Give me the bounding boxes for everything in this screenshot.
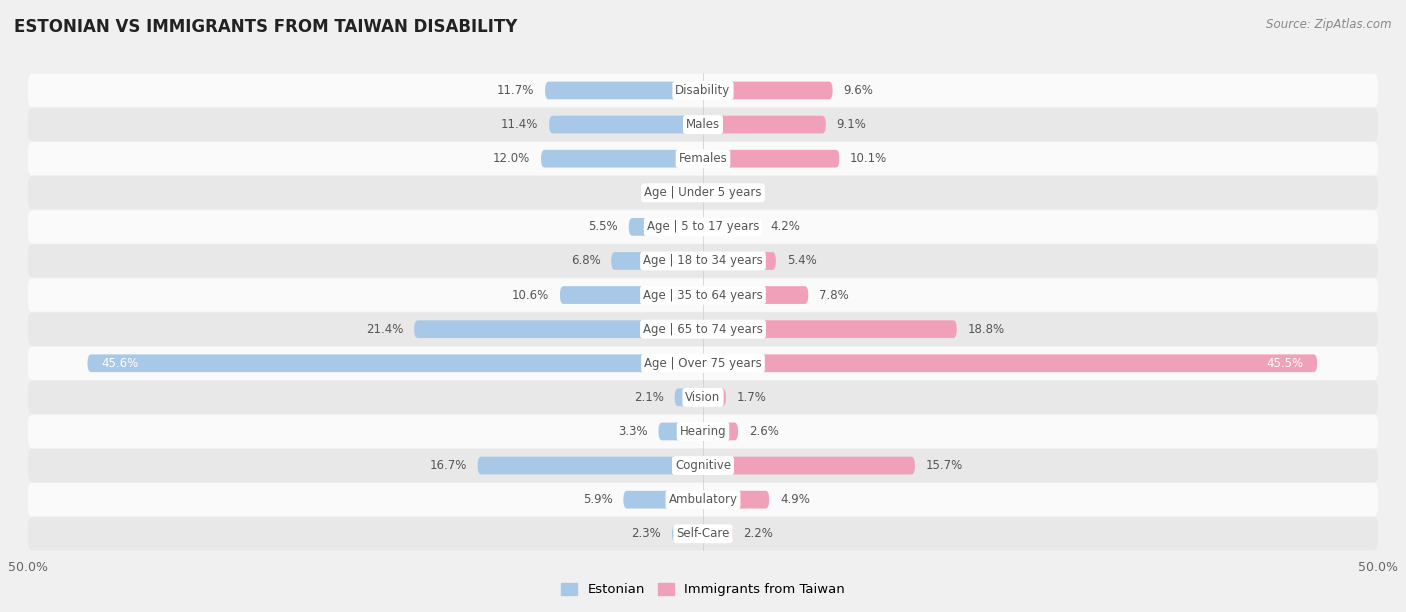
Text: Age | 18 to 34 years: Age | 18 to 34 years (643, 255, 763, 267)
Text: Cognitive: Cognitive (675, 459, 731, 472)
Text: 11.7%: 11.7% (496, 84, 534, 97)
Text: Hearing: Hearing (679, 425, 727, 438)
FancyBboxPatch shape (478, 457, 703, 474)
FancyBboxPatch shape (703, 218, 759, 236)
FancyBboxPatch shape (703, 116, 825, 133)
FancyBboxPatch shape (703, 491, 769, 509)
FancyBboxPatch shape (28, 176, 1378, 209)
FancyBboxPatch shape (703, 389, 725, 406)
Text: Females: Females (679, 152, 727, 165)
FancyBboxPatch shape (28, 346, 1378, 380)
FancyBboxPatch shape (672, 525, 703, 543)
Text: 4.9%: 4.9% (780, 493, 810, 506)
Text: 15.7%: 15.7% (925, 459, 963, 472)
Text: 6.8%: 6.8% (571, 255, 600, 267)
FancyBboxPatch shape (703, 423, 738, 440)
Text: 45.6%: 45.6% (101, 357, 138, 370)
Text: Ambulatory: Ambulatory (668, 493, 738, 506)
Text: 12.0%: 12.0% (494, 152, 530, 165)
Text: 1.7%: 1.7% (737, 391, 766, 404)
FancyBboxPatch shape (28, 108, 1378, 141)
FancyBboxPatch shape (703, 150, 839, 168)
Text: 2.3%: 2.3% (631, 528, 661, 540)
FancyBboxPatch shape (703, 252, 776, 270)
FancyBboxPatch shape (28, 278, 1378, 312)
FancyBboxPatch shape (550, 116, 703, 133)
FancyBboxPatch shape (28, 517, 1378, 550)
FancyBboxPatch shape (415, 320, 703, 338)
Text: 2.2%: 2.2% (744, 528, 773, 540)
Text: Age | 35 to 64 years: Age | 35 to 64 years (643, 289, 763, 302)
FancyBboxPatch shape (628, 218, 703, 236)
FancyBboxPatch shape (28, 142, 1378, 176)
FancyBboxPatch shape (28, 313, 1378, 346)
FancyBboxPatch shape (28, 415, 1378, 448)
FancyBboxPatch shape (28, 483, 1378, 517)
Text: Age | 5 to 17 years: Age | 5 to 17 years (647, 220, 759, 233)
Text: 18.8%: 18.8% (967, 323, 1005, 335)
Text: Disability: Disability (675, 84, 731, 97)
FancyBboxPatch shape (28, 449, 1378, 482)
FancyBboxPatch shape (612, 252, 703, 270)
Text: 4.2%: 4.2% (770, 220, 800, 233)
Text: Source: ZipAtlas.com: Source: ZipAtlas.com (1267, 18, 1392, 31)
Text: 5.4%: 5.4% (787, 255, 817, 267)
FancyBboxPatch shape (683, 184, 703, 201)
Text: Males: Males (686, 118, 720, 131)
Text: 7.8%: 7.8% (820, 289, 849, 302)
FancyBboxPatch shape (703, 457, 915, 474)
FancyBboxPatch shape (28, 244, 1378, 278)
Text: 2.6%: 2.6% (749, 425, 779, 438)
Text: 10.6%: 10.6% (512, 289, 550, 302)
FancyBboxPatch shape (623, 491, 703, 509)
FancyBboxPatch shape (703, 286, 808, 304)
Text: 1.0%: 1.0% (727, 186, 756, 200)
FancyBboxPatch shape (703, 354, 1317, 372)
Text: Self-Care: Self-Care (676, 528, 730, 540)
Text: 16.7%: 16.7% (429, 459, 467, 472)
FancyBboxPatch shape (675, 389, 703, 406)
FancyBboxPatch shape (28, 74, 1378, 107)
Text: 3.3%: 3.3% (619, 425, 648, 438)
Text: 2.1%: 2.1% (634, 391, 664, 404)
FancyBboxPatch shape (703, 525, 733, 543)
FancyBboxPatch shape (560, 286, 703, 304)
Text: ESTONIAN VS IMMIGRANTS FROM TAIWAN DISABILITY: ESTONIAN VS IMMIGRANTS FROM TAIWAN DISAB… (14, 18, 517, 36)
FancyBboxPatch shape (87, 354, 703, 372)
Text: 1.5%: 1.5% (643, 186, 672, 200)
Text: 5.5%: 5.5% (588, 220, 619, 233)
Text: Vision: Vision (685, 391, 721, 404)
Text: Age | Under 5 years: Age | Under 5 years (644, 186, 762, 200)
Text: Age | Over 75 years: Age | Over 75 years (644, 357, 762, 370)
FancyBboxPatch shape (658, 423, 703, 440)
Text: 10.1%: 10.1% (851, 152, 887, 165)
Text: 11.4%: 11.4% (501, 118, 538, 131)
FancyBboxPatch shape (703, 81, 832, 99)
Text: 45.5%: 45.5% (1267, 357, 1303, 370)
Text: 21.4%: 21.4% (366, 323, 404, 335)
Legend: Estonian, Immigrants from Taiwan: Estonian, Immigrants from Taiwan (555, 578, 851, 602)
FancyBboxPatch shape (703, 184, 717, 201)
Text: Age | 65 to 74 years: Age | 65 to 74 years (643, 323, 763, 335)
FancyBboxPatch shape (541, 150, 703, 168)
Text: 5.9%: 5.9% (583, 493, 613, 506)
FancyBboxPatch shape (546, 81, 703, 99)
FancyBboxPatch shape (703, 320, 956, 338)
FancyBboxPatch shape (28, 381, 1378, 414)
Text: 9.1%: 9.1% (837, 118, 866, 131)
Text: 9.6%: 9.6% (844, 84, 873, 97)
FancyBboxPatch shape (28, 210, 1378, 244)
